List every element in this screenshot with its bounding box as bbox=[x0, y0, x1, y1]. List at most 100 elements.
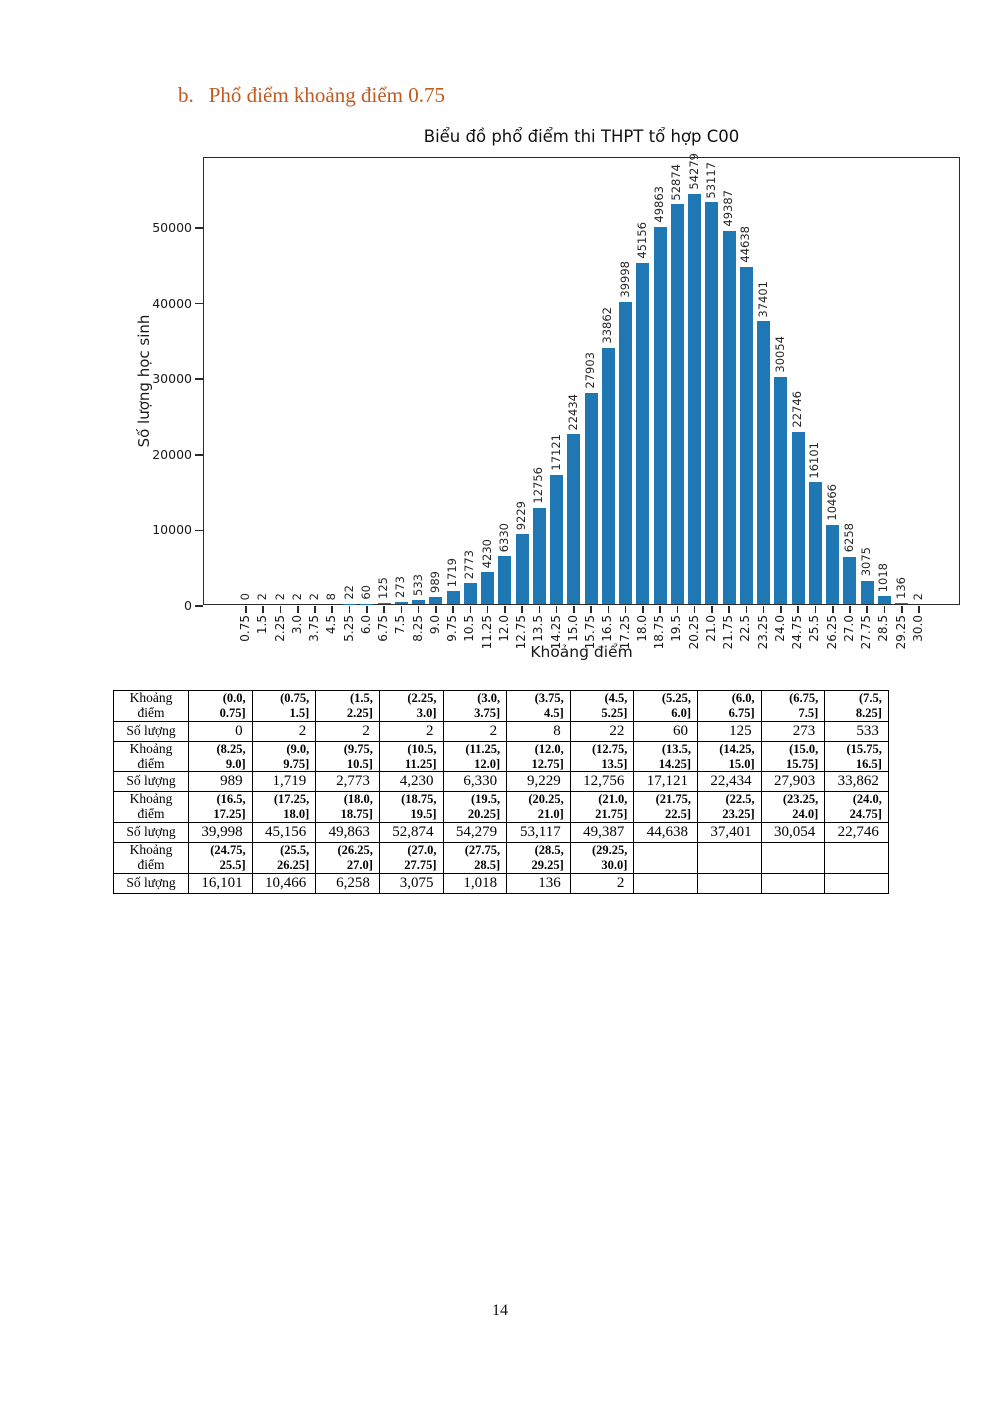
x-tick-mark bbox=[538, 606, 541, 613]
bar-value-label: 273 bbox=[393, 575, 408, 598]
x-tick-label: 3.0 bbox=[289, 615, 304, 635]
interval-cell: (27.0, 27.75] bbox=[378, 842, 444, 874]
y-tick-mark bbox=[195, 227, 203, 229]
x-tick-mark bbox=[365, 606, 368, 613]
interval-cell: (7.5, 8.25] bbox=[824, 690, 889, 722]
count-cell: 12,756 bbox=[569, 771, 635, 793]
bar-17.25 bbox=[619, 301, 633, 604]
interval-cell: (9.0, 9.75] bbox=[251, 740, 317, 773]
count-cell: 27,903 bbox=[760, 771, 826, 793]
count-cell: 2 bbox=[569, 872, 635, 894]
count-cell: 37,401 bbox=[697, 822, 762, 844]
bar-9.75 bbox=[446, 591, 460, 604]
count-cell: 53,117 bbox=[506, 822, 571, 844]
x-tick-label: 10.5 bbox=[462, 615, 477, 642]
bar-value-label: 30054 bbox=[772, 336, 787, 373]
count-cell: 2 bbox=[378, 720, 444, 742]
count-cell: 45,156 bbox=[251, 822, 317, 844]
bar-25.5 bbox=[808, 482, 822, 604]
bar-chart-plot-area: 0 0.75 2 1.5 2 2.25 2 3.0 2 3.75 8 4.5 22 5.25 60 6.0 12… bbox=[152, 153, 960, 649]
bar-9.0 bbox=[429, 596, 443, 604]
interval-cell: (12.75, 13.5] bbox=[569, 740, 635, 773]
row-label-interval: Khoảng điểm bbox=[113, 842, 189, 874]
x-tick-mark bbox=[435, 606, 437, 613]
bar-value-label: 125 bbox=[376, 577, 391, 600]
count-cell: 9,229 bbox=[506, 771, 571, 793]
bar-value-label: 2 bbox=[255, 592, 270, 600]
bar-20.25 bbox=[688, 193, 702, 604]
bar-27.0 bbox=[843, 556, 857, 604]
x-tick-mark bbox=[452, 606, 454, 613]
bar-10.5 bbox=[463, 583, 477, 604]
x-tick-mark bbox=[624, 606, 627, 613]
empty-cell bbox=[633, 872, 698, 894]
bar-12.0 bbox=[498, 556, 512, 604]
x-tick-mark bbox=[693, 606, 696, 613]
bar-22.5 bbox=[739, 266, 753, 604]
interval-cell: (11.25, 12.0] bbox=[442, 740, 508, 773]
empty-cell bbox=[697, 872, 762, 894]
bar-value-label: 2 bbox=[289, 592, 304, 600]
x-tick-mark bbox=[573, 606, 575, 613]
interval-cell: (14.25, 15.0] bbox=[697, 740, 762, 773]
bar-value-label: 2 bbox=[911, 592, 925, 600]
table-row-intervals: Khoảng điểm (16.5, 17.25] (17.25, 18.0] (18.0,… bbox=[113, 791, 889, 824]
x-tick-mark bbox=[676, 606, 679, 613]
x-tick-mark bbox=[849, 606, 851, 613]
bar-value-label: 6330 bbox=[496, 522, 511, 553]
x-tick-label: 13.5 bbox=[531, 615, 546, 642]
x-tick-mark bbox=[659, 606, 661, 613]
y-tick-mark bbox=[195, 453, 203, 456]
bar-value-label: 52874 bbox=[669, 163, 684, 201]
count-cell: 2 bbox=[315, 720, 380, 742]
bar-6.75 bbox=[377, 603, 391, 604]
y-tick-mark bbox=[195, 605, 203, 607]
interval-cell: (3.0, 3.75] bbox=[442, 690, 508, 722]
y-tick-mark bbox=[195, 302, 203, 305]
count-cell: 989 bbox=[188, 771, 253, 793]
bar-value-label: 10466 bbox=[824, 484, 839, 521]
interval-cell: (2.25, 3.0] bbox=[378, 690, 444, 722]
x-tick-label: 15.0 bbox=[565, 615, 580, 642]
x-tick-mark bbox=[555, 606, 558, 613]
x-tick-mark bbox=[504, 606, 506, 613]
bar-19.5 bbox=[670, 204, 684, 604]
bar-value-label: 45156 bbox=[634, 222, 649, 259]
table-row-counts: Số lượng 989 1,719 2,773 4,230 6,330 9,229 12,7… bbox=[113, 771, 889, 793]
bar-value-label: 16101 bbox=[807, 441, 822, 479]
table-row-counts: Số lượng 16,101 10,466 6,258 3,075 1,018 136 2 bbox=[113, 872, 889, 894]
interval-cell: (21.75, 22.5] bbox=[633, 791, 698, 824]
row-label-count: Số lượng bbox=[113, 720, 189, 742]
table-row-counts: Số lượng 0 2 2 2 2 8 22 60 125 273 533 bbox=[113, 720, 889, 742]
empty-cell bbox=[760, 842, 826, 874]
bar-value-label: 53117 bbox=[703, 161, 718, 199]
count-cell: 273 bbox=[760, 720, 826, 742]
bar-value-label: 27903 bbox=[583, 352, 598, 390]
x-tick-mark bbox=[279, 606, 282, 613]
table-row-intervals: Khoảng điểm (0.0, 0.75] (0.75, 1.5] (1.5, 2.25]… bbox=[113, 690, 889, 722]
interval-cell: (24.0, 24.75] bbox=[824, 791, 889, 824]
x-tick-mark bbox=[797, 606, 799, 613]
bar-7.5 bbox=[394, 601, 408, 604]
bar-value-label: 3075 bbox=[859, 547, 874, 577]
interval-cell: (4.5, 5.25] bbox=[569, 690, 635, 722]
empty-cell bbox=[633, 842, 698, 874]
bar-15.0 bbox=[567, 434, 581, 604]
y-tick-label: 20000 bbox=[152, 446, 192, 462]
x-tick-mark bbox=[762, 606, 765, 613]
count-cell: 52,874 bbox=[378, 822, 444, 844]
count-cell: 1,018 bbox=[442, 872, 508, 894]
interval-cell: (18.75, 19.5] bbox=[378, 791, 444, 824]
count-cell: 44,638 bbox=[633, 822, 698, 844]
bar-12.75 bbox=[515, 534, 529, 604]
count-cell: 30,054 bbox=[760, 822, 826, 844]
interval-cell: (5.25, 6.0] bbox=[633, 690, 698, 722]
interval-cell: (24.75, 25.5] bbox=[188, 842, 253, 874]
x-tick-mark bbox=[590, 606, 592, 613]
row-label-interval: Khoảng điểm bbox=[113, 740, 189, 773]
bar-11.25 bbox=[481, 572, 495, 604]
x-tick-mark bbox=[245, 606, 247, 613]
x-tick-label: 0.75 bbox=[238, 615, 252, 642]
x-tick-label: 9.75 bbox=[445, 615, 460, 642]
